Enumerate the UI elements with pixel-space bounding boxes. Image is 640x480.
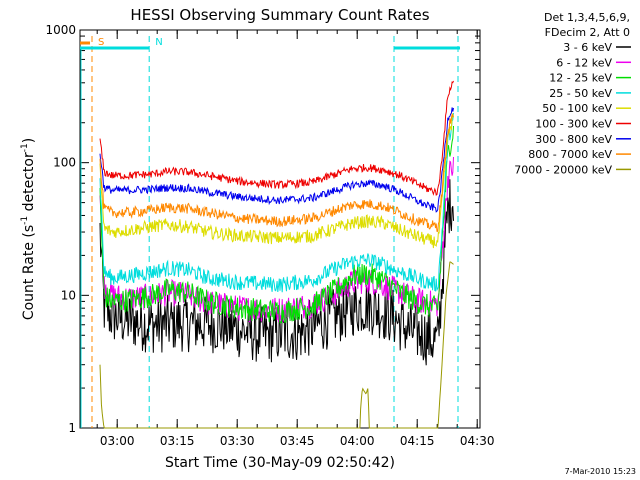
y-tick-label: 1 <box>68 421 76 435</box>
series-line-2 <box>99 125 454 324</box>
legend-header-line: Det 1,3,4,5,6,9, <box>544 11 630 24</box>
legend-entry-label: 800 - 7000 keV <box>528 148 612 161</box>
y-axis-label-part: detector <box>21 152 37 216</box>
series-line-1 <box>99 156 454 323</box>
legend-entry-label: 7000 - 20000 keV <box>514 163 612 176</box>
y-tick-label: 1000 <box>45 23 76 37</box>
y-axis-label-sup: -1 <box>20 216 30 225</box>
x-axis-label: Start Time (30-May-09 02:50:42) <box>165 455 395 471</box>
legend: Det 1,3,4,5,6,9, FDecim 2, Att 0 3 - 6 k… <box>514 11 631 176</box>
series-line-3 <box>99 112 454 293</box>
x-axis-ticks: 03:00 03:15 03:30 03:45 04:00 04:15 04:30 <box>96 30 495 448</box>
series-line-8 <box>99 261 454 429</box>
series-line-7 <box>99 112 454 232</box>
marker-label: N <box>155 37 162 48</box>
series-line-6 <box>99 107 454 213</box>
x-tick-label: 04:30 <box>460 434 495 448</box>
legend-header-line: FDecim 2, Att 0 <box>545 26 630 39</box>
legend-entry-label: 3 - 6 keV <box>563 41 612 54</box>
series-line-4 <box>99 113 454 249</box>
marker-label: S <box>98 37 104 48</box>
timestamp: 7-Mar-2010 15:23 <box>565 467 636 476</box>
legend-entry-label: 25 - 50 keV <box>549 87 612 100</box>
legend-entry-label: 50 - 100 keV <box>542 102 612 115</box>
legend-entry-label: 6 - 12 keV <box>556 56 612 69</box>
legend-entry-label: 100 - 300 keV <box>535 118 612 131</box>
series-line-0 <box>99 179 454 366</box>
series-line-5 <box>99 80 454 196</box>
x-tick-label: 03:30 <box>220 434 255 448</box>
y-axis-label-part: ) <box>21 138 37 143</box>
y-axis-ticks: 1 10 100 1000 <box>45 23 480 435</box>
y-axis-label-part: Count Rate (s <box>21 225 37 320</box>
legend-entry-label: 300 - 800 keV <box>535 133 612 146</box>
x-tick-label: 03:45 <box>280 434 315 448</box>
x-tick-label: 04:15 <box>400 434 435 448</box>
y-axis-label-sup: -1 <box>20 143 30 152</box>
plot-frame <box>79 29 481 429</box>
x-tick-label: 03:15 <box>160 434 195 448</box>
x-tick-label: 04:00 <box>340 434 375 448</box>
series-lines <box>99 80 454 429</box>
plot-area: 1 10 100 1000 03:00 03:15 03:30 03:45 04:00 04:1… <box>45 23 494 448</box>
y-tick-label: 10 <box>61 288 76 302</box>
y-tick-label: 100 <box>53 156 76 170</box>
chart-title: HESSI Observing Summary Count Rates <box>130 6 429 24</box>
x-tick-label: 03:00 <box>100 434 135 448</box>
legend-entry-label: 12 - 25 keV <box>549 72 612 85</box>
y-axis-label: Count Rate (s-1 detector-1) <box>20 138 37 320</box>
